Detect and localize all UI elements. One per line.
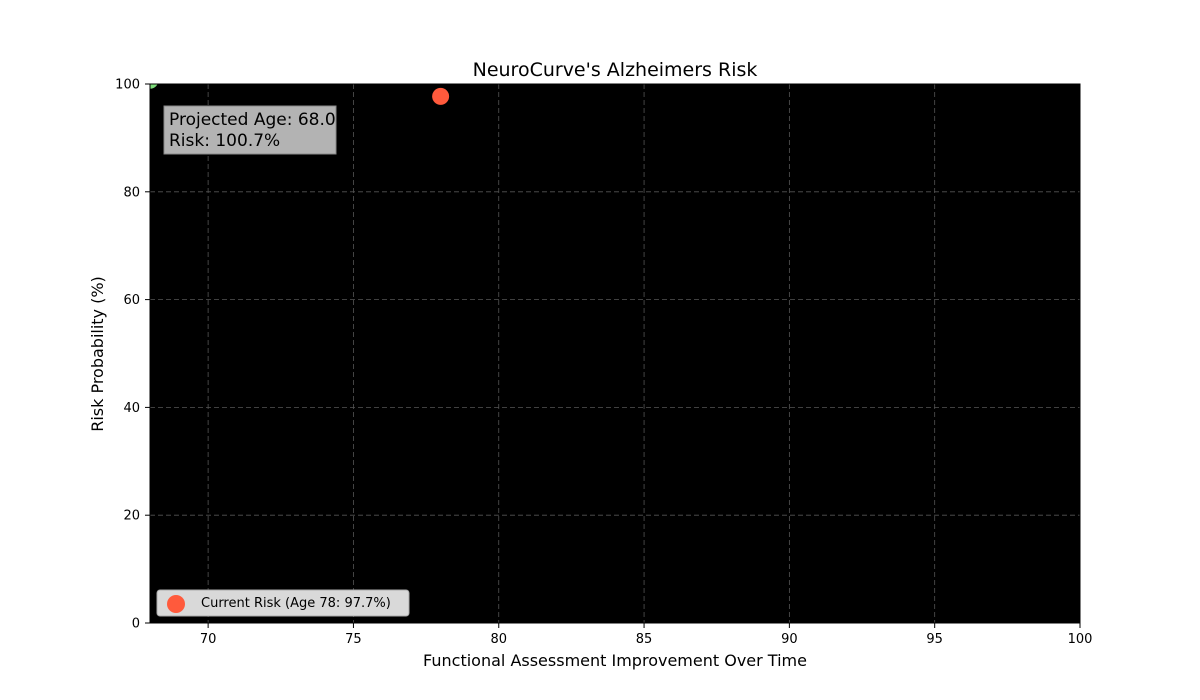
y-tick-label: 0 — [132, 617, 140, 632]
x-tick-label: 85 — [636, 632, 653, 647]
x-tick-label: 80 — [490, 632, 507, 647]
annotation-projected-age: Projected Age: 68.0 — [169, 110, 336, 130]
y-tick-label: 20 — [123, 509, 140, 524]
x-tick-label: 90 — [781, 632, 798, 647]
annotation-risk: Risk: 100.7% — [169, 131, 280, 151]
x-tick-label: 75 — [345, 632, 362, 647]
y-tick-label: 80 — [123, 185, 140, 200]
plot-area — [150, 84, 1080, 623]
legend-entry-current-risk: Current Risk (Age 78: 97.7%) — [201, 596, 391, 611]
legend: Current Risk (Age 78: 97.7%) — [156, 589, 410, 617]
y-tick-label: 40 — [123, 401, 140, 416]
x-tick-label: 95 — [926, 632, 943, 647]
y-tick-label: 60 — [123, 293, 140, 308]
x-axis-label: Functional Assessment Improvement Over T… — [423, 651, 807, 670]
plot-frame — [149, 83, 1081, 624]
current-risk-point — [432, 87, 450, 105]
x-tick-label: 100 — [1068, 632, 1093, 647]
chart-title: NeuroCurve's Alzheimers Risk — [473, 59, 758, 81]
projected-risk-point — [150, 84, 158, 89]
annotation-box: Projected Age: 68.0 Risk: 100.7% — [163, 105, 337, 155]
legend-background — [156, 589, 410, 617]
y-axis-label: Risk Probability (%) — [88, 276, 107, 432]
axis-ticks: 70 75 80 85 90 95 100 0 20 40 60 80 100 — [115, 78, 1092, 648]
legend-marker — [167, 595, 185, 613]
data-points — [150, 84, 450, 105]
annotation-background — [163, 105, 337, 155]
x-tick-label: 70 — [200, 632, 217, 647]
y-tick-label: 100 — [115, 78, 140, 93]
